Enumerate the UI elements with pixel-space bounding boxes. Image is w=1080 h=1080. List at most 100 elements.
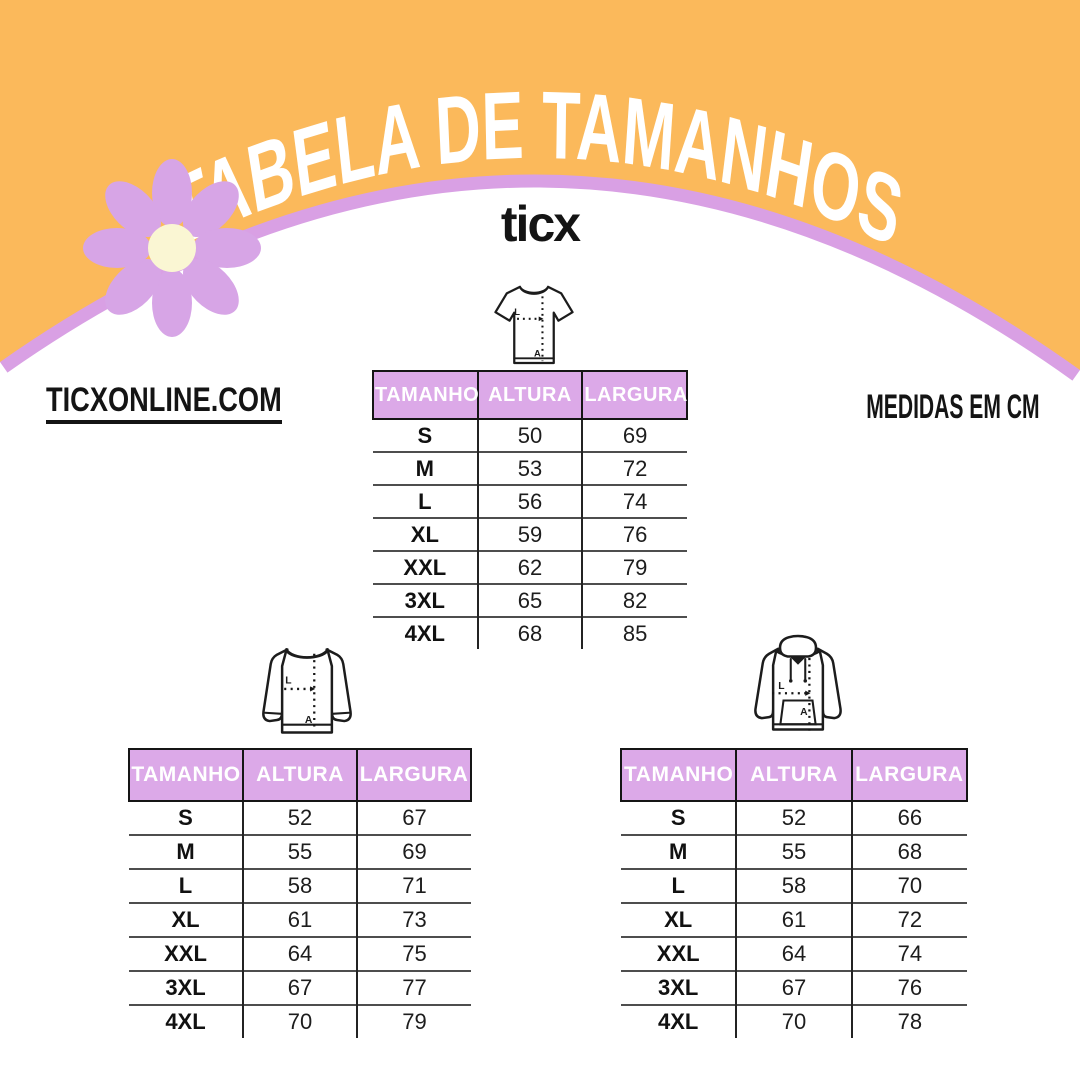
size-row-m: M 55 68 [621, 834, 967, 869]
height-label: A [305, 715, 313, 726]
height-cell: 70 [242, 1004, 358, 1038]
size-row-xl: XL 61 72 [621, 902, 967, 937]
width-cell: 76 [850, 970, 967, 1005]
width-cell: 66 [850, 801, 967, 835]
column-header-largura: LARGURA [356, 748, 472, 802]
height-cell: 61 [735, 902, 853, 937]
height-cell: 55 [735, 834, 853, 869]
size-cell: 3XL [129, 970, 244, 1005]
width-cell: 79 [356, 1004, 471, 1038]
size-row-3xl: 3XL 65 82 [373, 583, 687, 617]
size-cell: S [129, 801, 244, 835]
size-cell: 3XL [621, 970, 738, 1005]
size-row-m: M 55 69 [129, 834, 471, 869]
height-cell: 59 [476, 517, 584, 551]
header-arc: TABELA DE TAMANHOS [0, 0, 1080, 381]
width-cell: 77 [356, 970, 471, 1005]
height-cell: 67 [242, 970, 358, 1005]
size-cell: S [621, 801, 738, 835]
width-cell: 78 [850, 1004, 967, 1038]
size-row-4xl: 4XL 70 79 [129, 1004, 471, 1038]
size-cell: XXL [621, 936, 738, 971]
height-cell: 52 [735, 801, 853, 835]
height-cell: 53 [476, 451, 584, 485]
size-cell: L [373, 484, 479, 518]
header-row: TAMANHO ALTURA LARGURA [372, 370, 688, 420]
height-cell: 65 [476, 583, 584, 617]
column-header-largura: LARGURA [850, 748, 969, 802]
size-row-s: S 52 67 [129, 801, 471, 835]
height-cell: 70 [735, 1004, 853, 1038]
size-cell: 4XL [373, 616, 479, 649]
height-cell: 56 [476, 484, 584, 518]
width-cell: 74 [581, 484, 687, 518]
size-cell: XL [373, 517, 479, 551]
width-cell: 68 [850, 834, 967, 869]
brand-logo: ticx [500, 196, 581, 252]
width-cell: 74 [850, 936, 967, 971]
column-header-altura: ALTURA [476, 370, 584, 420]
size-row-l: L 56 74 [373, 484, 687, 518]
size-row-4xl: 4XL 70 78 [621, 1004, 967, 1038]
column-header-altura: ALTURA [242, 748, 358, 802]
width-cell: 69 [581, 419, 687, 452]
column-header-tamanho: TAMANHO [128, 748, 244, 802]
size-table-sweatshirt: TAMANHO ALTURA LARGURA S 52 67 M 55 69 L 58 71 XL 61… [128, 748, 472, 1038]
height-cell: 50 [476, 419, 584, 452]
size-row-s: S 52 66 [621, 801, 967, 835]
size-row-xxl: XXL 62 79 [373, 550, 687, 584]
size-cell: XL [621, 902, 738, 937]
width-cell: 70 [850, 868, 967, 903]
column-header-tamanho: TAMANHO [619, 748, 738, 802]
arc-orange-band [0, 0, 1080, 370]
website-url: TICXONLINE.COM [46, 383, 282, 424]
width-cell: 67 [356, 801, 471, 835]
height-cell: 52 [242, 801, 358, 835]
height-cell: 64 [242, 936, 358, 971]
column-header-altura: ALTURA [735, 748, 853, 802]
size-cell: S [373, 419, 479, 452]
size-row-m: M 53 72 [373, 451, 687, 485]
width-cell: 71 [356, 868, 471, 903]
size-row-l: L 58 71 [129, 868, 471, 903]
height-cell: 58 [735, 868, 853, 903]
height-cell: 67 [735, 970, 853, 1005]
width-label: L [285, 676, 292, 687]
size-cell: M [129, 834, 244, 869]
tshirt-icon: L A [487, 279, 581, 368]
width-cell: 76 [581, 517, 687, 551]
size-row-s: S 50 69 [373, 419, 687, 452]
height-cell: 64 [735, 936, 853, 971]
width-label: L [514, 306, 520, 317]
size-cell: L [129, 868, 244, 903]
width-label: L [778, 681, 785, 692]
height-cell: 55 [242, 834, 358, 869]
header-row: TAMANHO ALTURA LARGURA [128, 748, 472, 802]
size-cell: XXL [373, 550, 479, 584]
height-cell: 61 [242, 902, 358, 937]
size-cell: XL [129, 902, 244, 937]
flower-center [148, 224, 196, 272]
height-label: A [534, 347, 541, 358]
flower-icon [83, 159, 261, 337]
size-cell: 3XL [373, 583, 479, 617]
size-row-xxl: XXL 64 74 [621, 936, 967, 971]
size-table-tshirt: TAMANHO ALTURA LARGURA S 50 69 M 53 72 L 56 74 XL 59… [372, 370, 688, 649]
size-cell: 4XL [129, 1004, 244, 1038]
height-cell: 58 [242, 868, 358, 903]
size-row-xl: XL 59 76 [373, 517, 687, 551]
size-table-hoodie: TAMANHO ALTURA LARGURA S 52 66 M 55 68 L 58 70 XL 61… [619, 748, 969, 1038]
width-cell: 73 [356, 902, 471, 937]
size-row-3xl: 3XL 67 77 [129, 970, 471, 1005]
width-cell: 82 [581, 583, 687, 617]
size-row-xxl: XXL 64 75 [129, 936, 471, 971]
units-note: MEDIDAS EM CM [866, 388, 1040, 426]
size-row-3xl: 3XL 67 76 [621, 970, 967, 1005]
size-row-xl: XL 61 73 [129, 902, 471, 937]
width-cell: 75 [356, 936, 471, 971]
sweatshirt-icon: L A [250, 641, 364, 741]
width-cell: 79 [581, 550, 687, 584]
size-cell: 4XL [621, 1004, 738, 1038]
header-row: TAMANHO ALTURA LARGURA [619, 748, 969, 802]
